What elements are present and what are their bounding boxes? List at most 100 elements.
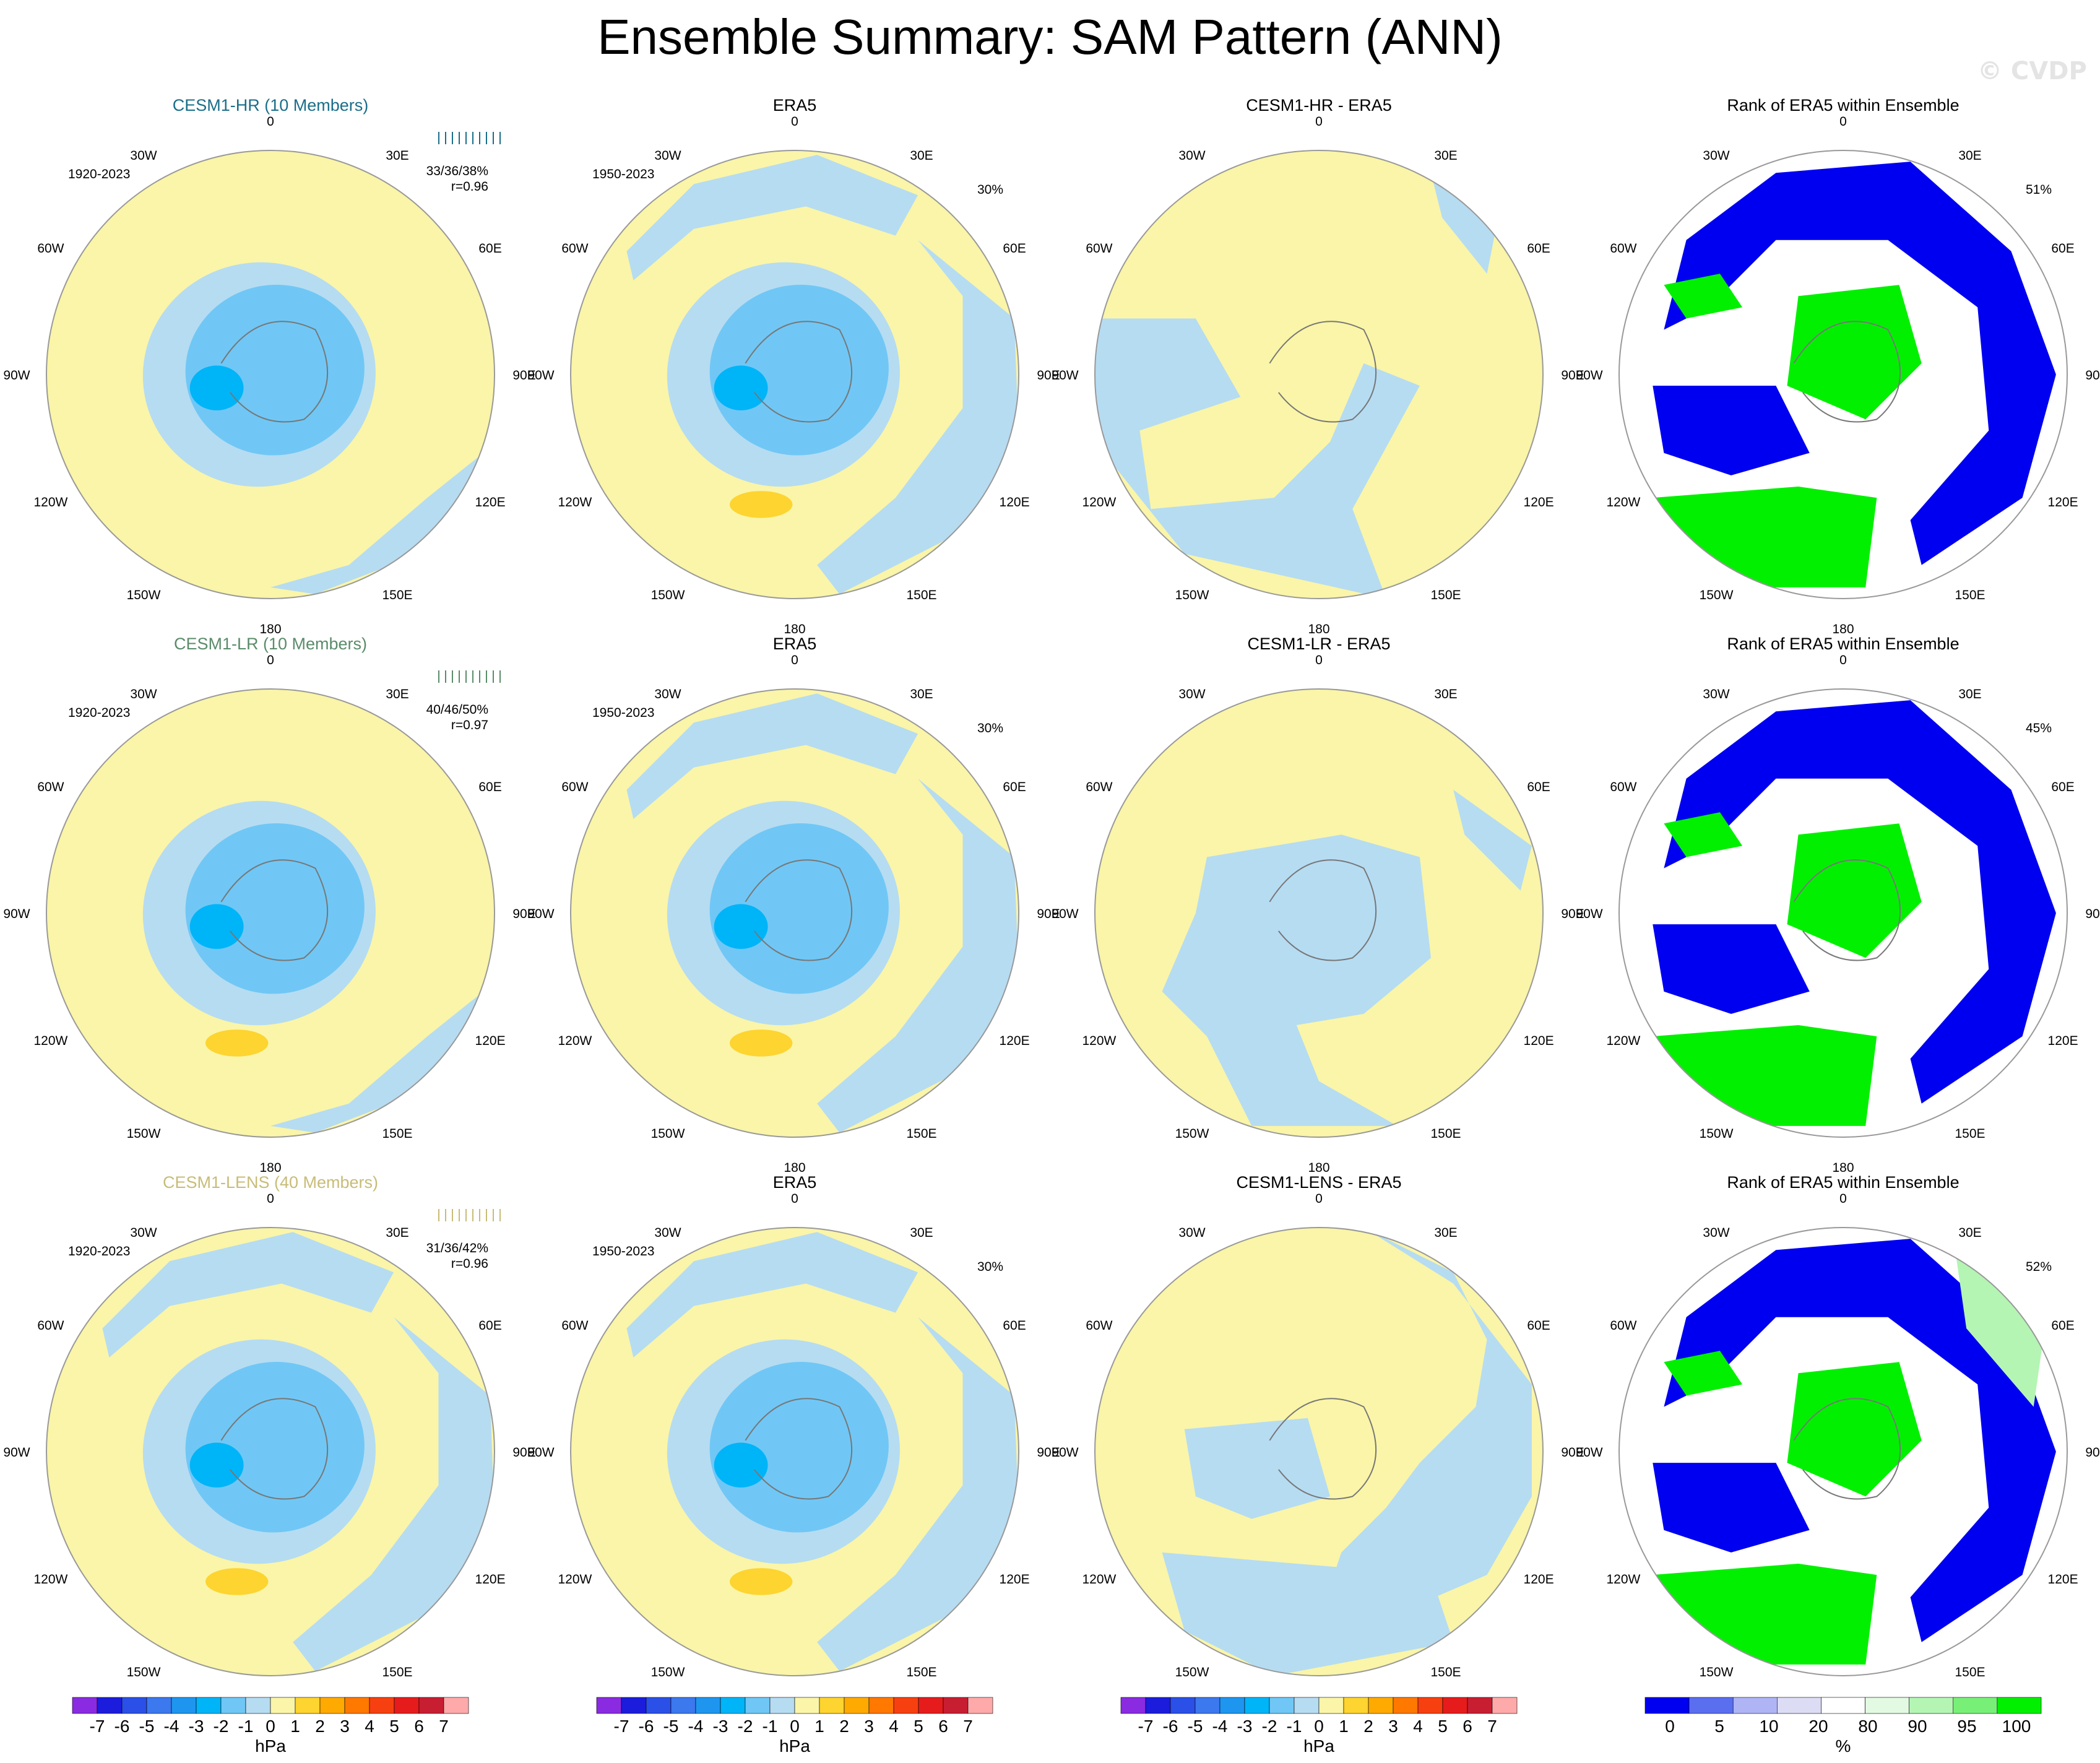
colorbar-swatch [418,1697,444,1714]
colorbar-swatch [245,1697,271,1714]
variance-explained: 30% [977,1260,1003,1274]
longitude-label: 60E [2051,241,2074,256]
map-border [1618,688,2068,1138]
colorbar-swatch [220,1697,246,1714]
longitude-label: 150W [127,588,161,602]
difference-panel-title: CESM1-LENS - ERA5 [1236,1173,1401,1192]
longitude-label: 60E [1003,241,1026,256]
colorbar-tick-label: 20 [1808,1717,1828,1736]
model-map-panel-row3: 030E60E90E120E150E180150W120W90W60W30WCE… [3,1173,535,1713]
shading-region [1664,812,1743,857]
model-panel-title: CESM1-LENS (40 Members) [163,1173,378,1192]
longitude-label: 0 [1315,115,1323,129]
longitude-label: 120E [1000,1034,1030,1048]
longitude-label: 150E [906,588,936,602]
colorbar-swatch [1777,1697,1821,1714]
longitude-label: 120W [33,1034,67,1048]
shading-region [1664,700,2056,1104]
hpa-colorbar: -7 -6 -5 -4 -3 -2 -1 0 1 2 3 4 5 6 7 hPa [72,1697,469,1756]
colorbar-tick-label: 3 [864,1717,874,1736]
longitude-label: 0 [267,653,274,667]
longitude-label: 120E [1524,495,1554,509]
antarctica-coastline [1269,321,1377,423]
shading-region [730,491,793,518]
years-label: 1950-2023 [592,167,654,181]
colorbar-tick-label: 10 [1759,1717,1778,1736]
antarctica-coastline [220,321,329,423]
colorbar-tick-label: -4 [688,1717,704,1736]
map-border [1618,1227,2068,1676]
longitude-label: 30W [130,149,157,163]
longitude-label: 150W [127,1665,161,1679]
longitude-label: 150W [1700,1665,1734,1679]
longitude-label: 30E [1434,687,1457,701]
longitude-label: 30W [1178,149,1205,163]
colorbar-swatch [1997,1697,2042,1714]
model-map-panel-row1: 0 30E 60E 90E 120E 150E 180 150W 120W 90W 60W 30W CE… [3,96,535,636]
colorbar-tick-label: -7 [614,1717,629,1736]
longitude-label: 150W [1700,1127,1734,1141]
colorbar-swatch [1492,1697,1518,1714]
shading-region [817,1317,1019,1671]
figure-title: Ensemble Summary: SAM Pattern (ANN) [597,9,1503,64]
colorbar-swatch [745,1697,771,1714]
longitude-label: 150E [1430,1665,1461,1679]
shading-region [626,1232,918,1358]
longitude-label: 150E [1430,588,1461,602]
pattern-correlation: r=0.97 [451,718,488,732]
member-spread-ticks [438,1209,501,1221]
colorbar-swatch [1417,1697,1443,1714]
map-border [46,688,495,1138]
pattern-stats: 31/36/42% [426,1241,488,1255]
longitude-label: 150E [906,1127,936,1141]
longitude-label: 0 [267,1192,274,1206]
colorbar-tick-label: -3 [189,1717,204,1736]
longitude-label: 60W [561,241,588,256]
variance-explained: 45% [2026,721,2052,735]
map-shading [571,1228,1019,1676]
shading-region [730,1029,793,1057]
rank-panel-title: Rank of ERA5 within Ensemble [1727,1173,1959,1192]
longitude-label: 90E [1561,907,1584,921]
colorbar-tick-label: 80 [1858,1717,1877,1736]
colorbar-swatch [1294,1697,1320,1714]
colorbar-tick-label: 3 [340,1717,350,1736]
colorbar-tick-label: -5 [139,1717,155,1736]
colorbar-tick-label: -4 [1212,1717,1228,1736]
colorbar-swatch [72,1697,98,1714]
obs-panel-title: ERA5 [773,96,817,115]
colorbar-swatch [1195,1697,1221,1714]
longitude-label: 90W [527,368,554,383]
variance-explained: 30% [977,183,1003,197]
variance-explained: 51% [2026,183,2052,197]
longitude-label: 120W [1082,495,1116,509]
map-shading [1619,1228,2067,1676]
colorbar-tick-label: 0 [1665,1717,1675,1736]
map-shading [1619,689,2067,1137]
shading-region [205,1568,269,1595]
colorbar-swatch [171,1697,197,1714]
colorbar-swatch [596,1697,622,1714]
shading-region [1453,789,1532,891]
longitude-label: 150W [1175,1127,1209,1141]
shading-region [1653,924,1810,1014]
longitude-label: 60E [1003,780,1026,794]
colorbar-tick-label: 100 [2002,1717,2031,1736]
longitude-label: 120E [475,1034,506,1048]
longitude-label: 60E [1003,1319,1026,1333]
model-panel-title: CESM1-HR (10 Members) [173,96,369,115]
longitude-label: 90E [1561,368,1584,383]
longitude-label: 90W [3,368,30,383]
colorbar-tick-label: -1 [238,1717,254,1736]
colorbar-unit: hPa [255,1736,286,1756]
colorbar-swatch [295,1697,321,1714]
colorbar-swatch [1865,1697,1909,1714]
shading-region [1162,834,1431,1126]
diff-map-panel-row1: 0 30E 60E 90E 120E 150E 180 150W 120W 90W 60W 30W CE… [1052,96,1584,636]
longitude-label: 60E [1527,1319,1550,1333]
longitude-label: 90W [527,907,554,921]
colorbar-swatch [1244,1697,1270,1714]
shading-region [1664,274,1743,319]
longitude-label: 30W [654,149,681,163]
shading-region [1431,173,1498,274]
